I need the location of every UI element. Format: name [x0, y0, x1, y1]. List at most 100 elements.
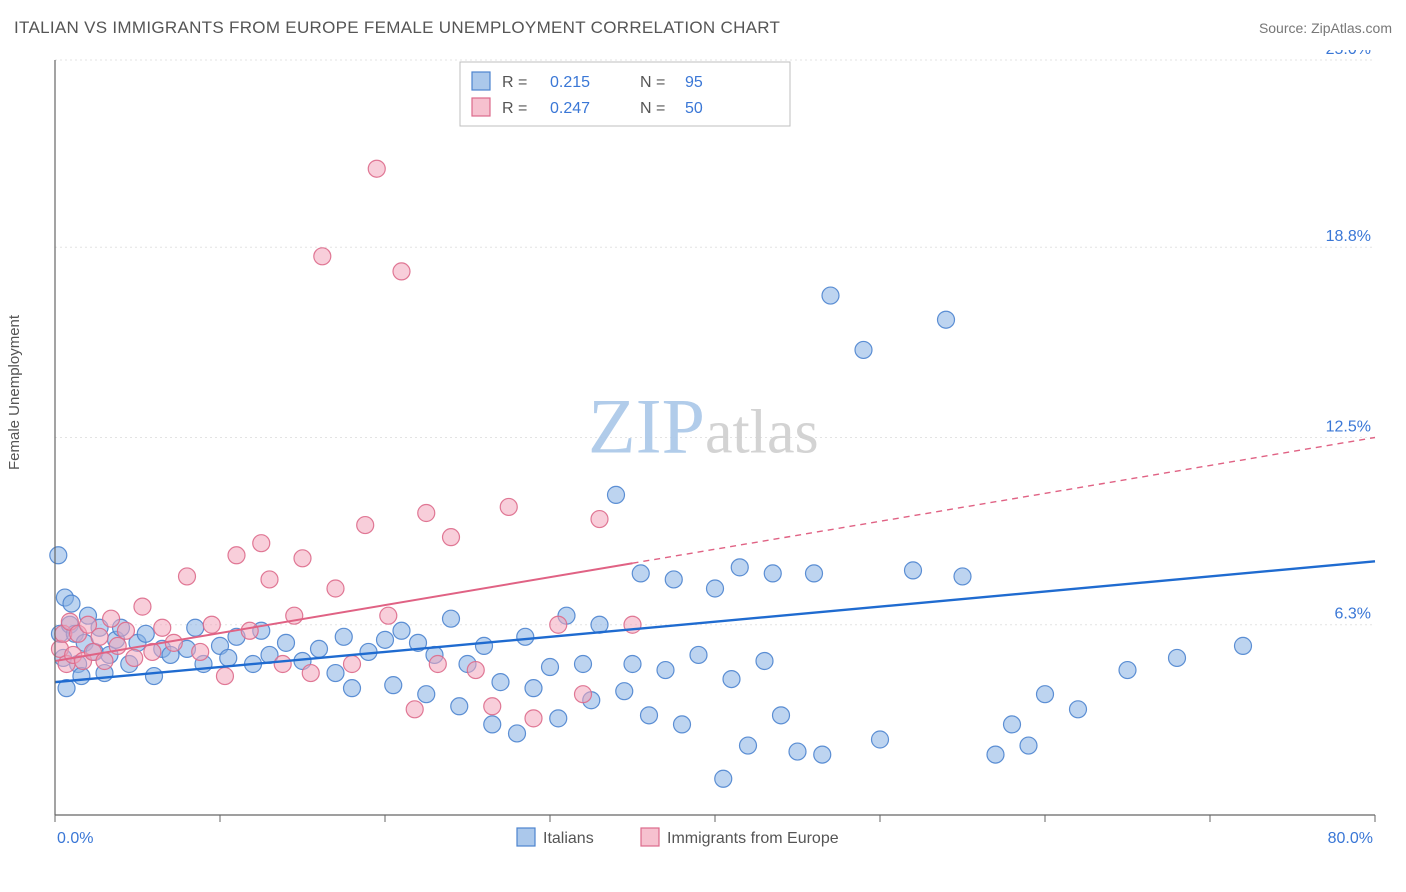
data-point — [294, 550, 311, 567]
data-point — [187, 619, 204, 636]
data-point — [335, 628, 352, 645]
svg-text:95: 95 — [685, 74, 703, 91]
chart-title: ITALIAN VS IMMIGRANTS FROM EUROPE FEMALE… — [14, 18, 780, 38]
legend-swatch — [517, 828, 535, 846]
data-point — [575, 686, 592, 703]
series-legend: ItaliansImmigrants from Europe — [517, 828, 839, 847]
svg-text:atlas: atlas — [705, 399, 819, 467]
data-point — [203, 616, 220, 633]
data-point — [855, 341, 872, 358]
data-point — [467, 662, 484, 679]
data-point — [429, 656, 446, 673]
data-point — [806, 565, 823, 582]
data-point — [368, 160, 385, 177]
x-max-label: 80.0% — [1328, 830, 1373, 847]
data-point — [665, 571, 682, 588]
svg-text:ZIP: ZIP — [588, 383, 705, 470]
data-point — [443, 529, 460, 546]
data-point — [73, 668, 90, 685]
data-point — [690, 646, 707, 663]
x-min-label: 0.0% — [57, 830, 93, 847]
data-point — [624, 656, 641, 673]
data-point — [393, 263, 410, 280]
data-point — [380, 607, 397, 624]
data-point — [674, 716, 691, 733]
data-point — [63, 595, 80, 612]
data-point — [103, 610, 120, 627]
data-point — [278, 634, 295, 651]
data-point — [344, 656, 361, 673]
data-point — [357, 517, 374, 534]
data-point — [1020, 737, 1037, 754]
data-point — [509, 725, 526, 742]
svg-text:N =: N = — [640, 100, 665, 117]
svg-text:50: 50 — [685, 100, 703, 117]
data-point — [591, 511, 608, 528]
data-point — [731, 559, 748, 576]
data-point — [525, 680, 542, 697]
data-point — [241, 622, 258, 639]
data-point — [616, 683, 633, 700]
data-point — [1004, 716, 1021, 733]
data-point — [1169, 649, 1186, 666]
data-point — [987, 746, 1004, 763]
data-point — [822, 287, 839, 304]
data-point — [814, 746, 831, 763]
data-point — [632, 565, 649, 582]
data-point — [137, 625, 154, 642]
data-point — [707, 580, 724, 597]
data-point — [253, 535, 270, 552]
data-point — [96, 652, 113, 669]
data-point — [117, 622, 134, 639]
data-point — [216, 668, 233, 685]
data-point — [608, 486, 625, 503]
data-point — [764, 565, 781, 582]
correlation-legend: R =0.215N =95R =0.247N =50 — [460, 62, 790, 126]
data-point — [228, 547, 245, 564]
data-point — [261, 571, 278, 588]
y-tick-label: 25.0% — [1326, 50, 1371, 58]
data-point — [1070, 701, 1087, 718]
data-point — [192, 643, 209, 660]
y-tick-label: 18.8% — [1326, 228, 1371, 245]
data-point — [377, 631, 394, 648]
source-attribution: Source: ZipAtlas.com — [1259, 20, 1392, 36]
svg-text:R =: R = — [502, 100, 527, 117]
data-point — [525, 710, 542, 727]
series-italians — [50, 287, 1252, 787]
data-point — [327, 665, 344, 682]
data-point — [641, 707, 658, 724]
svg-text:N =: N = — [640, 74, 665, 91]
data-point — [1037, 686, 1054, 703]
data-point — [418, 505, 435, 522]
data-point — [418, 686, 435, 703]
legend-label: Immigrants from Europe — [667, 830, 839, 847]
data-point — [550, 616, 567, 633]
data-point — [715, 770, 732, 787]
legend-swatch — [641, 828, 659, 846]
data-point — [274, 656, 291, 673]
data-point — [154, 619, 171, 636]
data-point — [385, 677, 402, 694]
legend-swatch — [472, 98, 490, 116]
data-point — [1235, 637, 1252, 654]
data-point — [126, 649, 143, 666]
data-point — [500, 498, 517, 515]
data-point — [451, 698, 468, 715]
data-point — [314, 248, 331, 265]
data-point — [954, 568, 971, 585]
data-point — [1119, 662, 1136, 679]
data-point — [872, 731, 889, 748]
data-point — [134, 598, 151, 615]
data-point — [905, 562, 922, 579]
data-point — [50, 547, 67, 564]
data-point — [657, 662, 674, 679]
data-point — [179, 568, 196, 585]
y-axis-label: Female Unemployment — [6, 315, 23, 470]
data-point — [550, 710, 567, 727]
svg-text:0.247: 0.247 — [550, 100, 590, 117]
svg-text:0.215: 0.215 — [550, 74, 590, 91]
data-point — [740, 737, 757, 754]
chart-container: Female Unemployment 6.3%12.5%18.8%25.0%Z… — [0, 50, 1406, 892]
legend-swatch — [472, 72, 490, 90]
